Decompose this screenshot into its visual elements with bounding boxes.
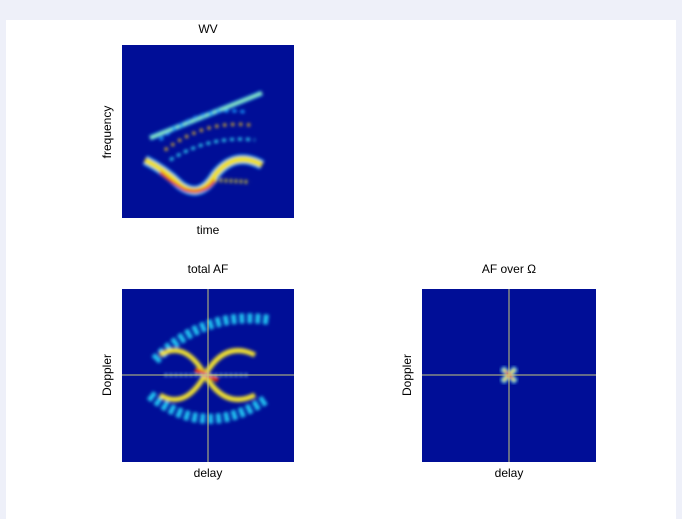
x-axis-label: delay: [495, 466, 524, 480]
x-axis-label: delay: [194, 466, 223, 480]
x-axis-label: time: [197, 223, 220, 237]
image-content: [142, 90, 265, 196]
panel-title: AF over Ω: [482, 262, 536, 276]
panel-title: WV: [198, 22, 217, 36]
y-axis-label: Doppler: [400, 354, 414, 396]
image: [122, 45, 294, 218]
y-axis-label: Doppler: [100, 354, 114, 396]
y-axis-label: frequency: [100, 106, 114, 159]
panel-title: total AF: [188, 262, 229, 276]
